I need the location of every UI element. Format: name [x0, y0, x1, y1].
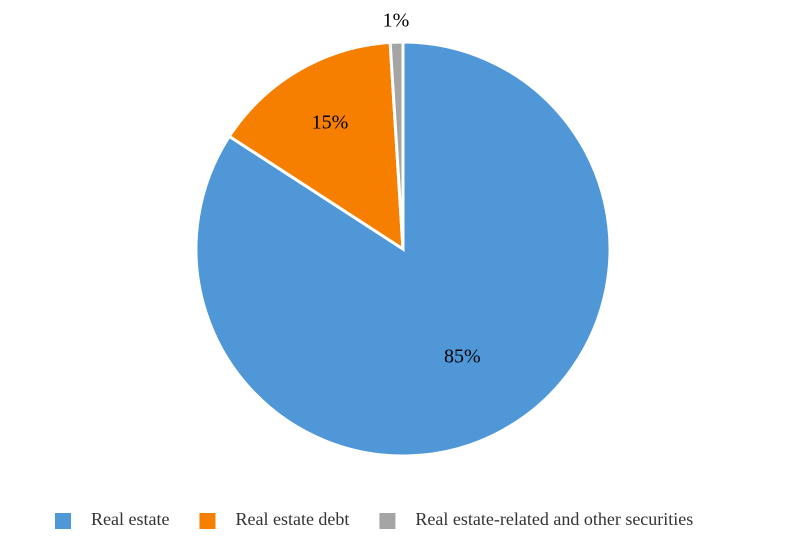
data-label: 15% — [312, 111, 349, 133]
legend-swatch — [199, 513, 216, 529]
legend-swatch — [55, 513, 71, 529]
legend-label: Real estate debt — [235, 509, 349, 529]
legend-label: Real estate-related and other securities — [415, 509, 693, 529]
pie-slice — [388, 40, 405, 250]
legend-label: Real estate — [91, 509, 169, 529]
pie-slice — [194, 40, 612, 458]
legend-swatch — [379, 513, 396, 529]
pie-slice — [227, 40, 405, 252]
data-label: 85% — [444, 346, 481, 368]
data-label: 1% — [383, 10, 410, 32]
